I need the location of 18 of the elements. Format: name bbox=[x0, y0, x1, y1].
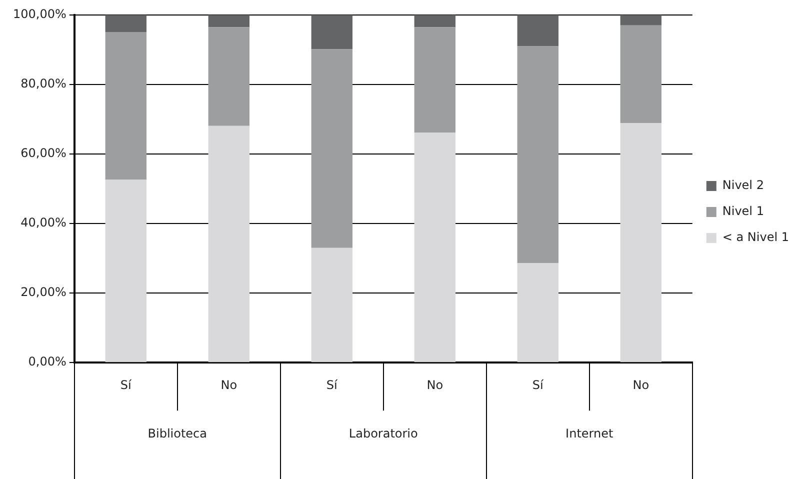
y-tick-label: 100,00% bbox=[13, 7, 66, 22]
legend-label: Nivel 1 bbox=[722, 204, 764, 218]
x-tick-label: Sí bbox=[532, 378, 544, 392]
x-tick-label: Sí bbox=[120, 378, 132, 392]
y-tick-label: 80,00% bbox=[20, 76, 66, 91]
x-tick-label: Sí bbox=[326, 378, 338, 392]
text: Biblioteca bbox=[148, 426, 208, 441]
y-tick-label: 40,00% bbox=[20, 216, 66, 230]
y-tick-label: 0,00% bbox=[28, 354, 66, 369]
legend-label: < a Nivel 1 bbox=[722, 230, 790, 244]
y-tick-label: 60,00% bbox=[20, 146, 66, 160]
y-tick-label: 20,00% bbox=[20, 285, 66, 300]
legend-label: Nivel 2 bbox=[722, 178, 764, 192]
text: Internet bbox=[566, 426, 614, 441]
x-tick-label: No bbox=[632, 378, 650, 392]
x-tick-label: No bbox=[220, 378, 238, 392]
x-tick-label: No bbox=[426, 378, 444, 392]
text: Laboratorio bbox=[348, 426, 418, 441]
